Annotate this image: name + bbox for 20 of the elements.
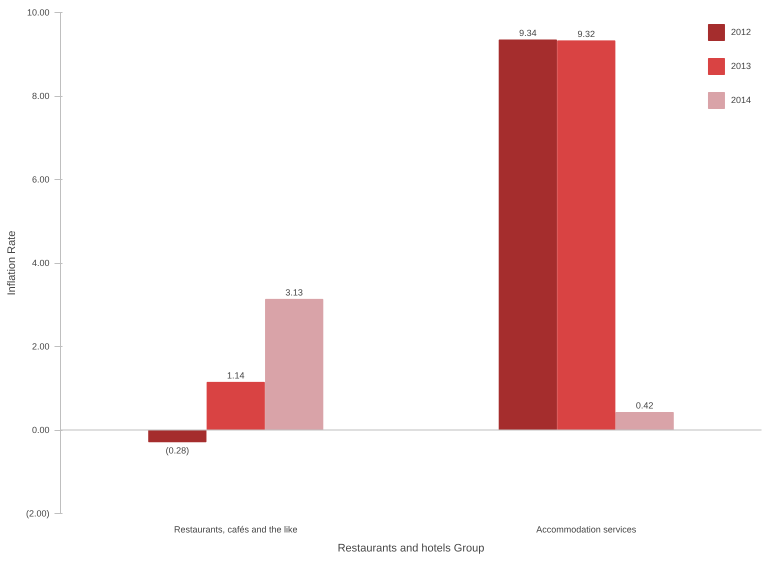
y-axis-title: Inflation Rate bbox=[6, 230, 18, 296]
y-tick-label: 4.00 bbox=[32, 258, 50, 268]
y-tick-label: 6.00 bbox=[32, 174, 50, 184]
legend-label: 2014 bbox=[730, 95, 751, 105]
x-tick-label: Restaurants, cafés and the like bbox=[174, 524, 298, 534]
y-tick-label: 10.00 bbox=[26, 8, 50, 18]
data-label: 0.42 bbox=[636, 400, 654, 410]
legend-label: 2013 bbox=[730, 61, 751, 71]
data-label: 3.13 bbox=[285, 287, 303, 298]
data-label: 9.34 bbox=[519, 28, 537, 38]
data-label: 1.14 bbox=[226, 370, 245, 380]
y-tick-label: 0.00 bbox=[32, 425, 50, 435]
y-tick-label: 2.00 bbox=[32, 342, 50, 352]
y-tick-label: 8.00 bbox=[32, 91, 50, 101]
x-axis-title: Restaurants and hotels Group bbox=[338, 542, 484, 554]
data-label: (0.28) bbox=[166, 446, 190, 456]
y-tick-label: (2.00) bbox=[26, 508, 50, 518]
legend-label: 2012 bbox=[730, 27, 751, 37]
x-tick-label: Accommodation services bbox=[536, 524, 637, 534]
data-label: 9.32 bbox=[577, 28, 596, 39]
